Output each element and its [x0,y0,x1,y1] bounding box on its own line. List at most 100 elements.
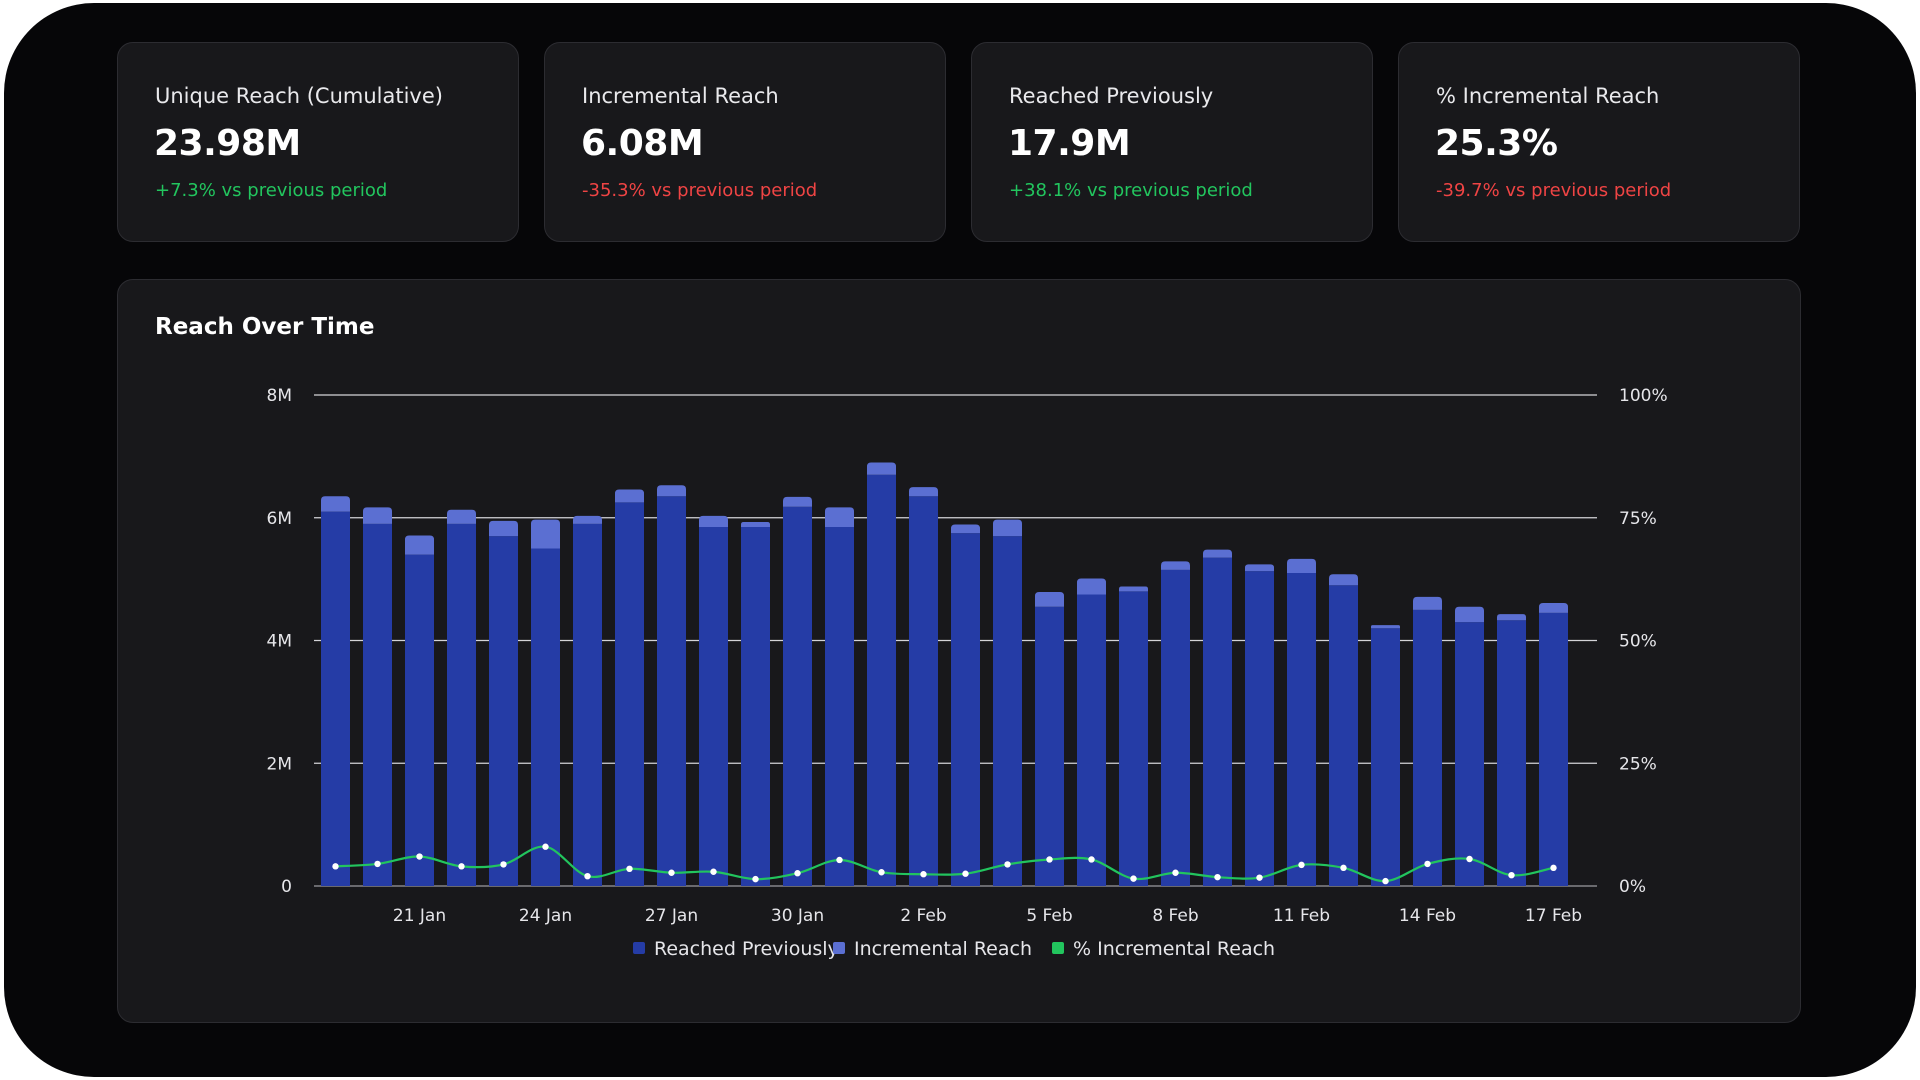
y-tick-right: 100% [1619,386,1668,406]
bar-reached-previously [657,496,686,886]
point-pct-incremental-reach [1214,873,1221,881]
bar-reached-previously [699,526,728,886]
bar-reached-previously [405,554,434,886]
point-pct-incremental-reach [794,870,801,877]
bar-incremental-reach [993,519,1022,537]
kpi-card-reached-previously: Reached Previously 17.9M +38.1% vs previ… [971,42,1373,242]
point-pct-incremental-reach [458,863,465,870]
x-tick: 27 Jan [645,906,698,926]
x-tick: 5 Feb [1026,906,1072,926]
bar-incremental-reach [783,496,812,507]
y-tick-right: 0% [1619,877,1646,897]
bar-incremental-reach [489,520,518,537]
point-pct-incremental-reach [542,843,549,850]
bar-incremental-reach [447,509,476,524]
bar-incremental-reach [531,519,560,549]
bar-reached-previously [1203,557,1232,886]
y-tick-left: 8M [267,386,292,406]
x-tick: 14 Feb [1399,906,1456,926]
kpi-label: Reached Previously [1009,84,1214,108]
legend-label: % Incremental Reach [1073,938,1275,960]
kpi-change: -35.3% vs previous period [582,180,818,201]
bar-reached-previously [1497,620,1526,886]
bar-reached-previously [1245,571,1274,886]
point-pct-incremental-reach [668,869,675,876]
bar-incremental-reach [1203,549,1232,558]
point-pct-incremental-reach [1088,856,1095,863]
point-pct-incremental-reach [1298,861,1305,869]
y-tick-left: 6M [267,509,292,529]
bar-incremental-reach [1413,596,1442,610]
bar-reached-previously [825,526,854,886]
bar-incremental-reach [1371,625,1400,629]
bar-reached-previously [531,548,560,886]
bar-reached-previously [1077,594,1106,886]
kpi-label: Unique Reach (Cumulative) [155,84,443,108]
bar-reached-previously [993,536,1022,886]
y-tick-right: 75% [1619,509,1657,529]
point-pct-incremental-reach [920,871,927,878]
y-tick-left: 2M [267,754,292,774]
point-pct-incremental-reach [752,875,759,883]
point-pct-incremental-reach [374,860,381,868]
kpi-card-incremental-reach: Incremental Reach 6.08M -35.3% vs previo… [544,42,946,242]
point-pct-incremental-reach [1340,864,1347,872]
point-pct-incremental-reach [710,868,717,875]
bar-reached-previously [321,511,350,886]
bar-incremental-reach [405,535,434,555]
bar-reached-previously [1329,585,1358,886]
bar-reached-previously [1287,572,1316,886]
point-pct-incremental-reach [878,869,885,876]
bar-reached-previously [1119,591,1148,886]
x-tick: 17 Feb [1525,906,1582,926]
x-tick: 8 Feb [1152,906,1198,926]
bar-incremental-reach [1035,592,1064,607]
bar-incremental-reach [699,515,728,527]
y-tick-right: 25% [1619,754,1657,774]
bar-reached-previously [783,506,812,886]
point-pct-incremental-reach [626,865,633,873]
y-tick-left: 0 [281,877,292,897]
bar-reached-previously [1455,622,1484,886]
bar-incremental-reach [951,524,980,534]
point-pct-incremental-reach [500,861,507,868]
kpi-card-unique-reach: Unique Reach (Cumulative) 23.98M +7.3% v… [117,42,519,242]
bar-reached-previously [1161,569,1190,886]
chart-title: Reach Over Time [155,314,375,340]
bar-incremental-reach [615,489,644,503]
bar-incremental-reach [1497,614,1526,621]
dashboard-frame: Unique Reach (Cumulative) 23.98M +7.3% v… [4,3,1916,1077]
x-tick: 21 Jan [393,906,446,926]
bar-reached-previously [909,496,938,886]
kpi-value: 25.3% [1435,123,1558,164]
bar-incremental-reach [363,507,392,524]
reach-over-time-card: Reach Over Time 0 0% 2M 25% 4M 50% 6M 75% 8M 100%… [117,279,1801,1023]
bar-incremental-reach [1455,606,1484,623]
point-pct-incremental-reach [1550,864,1557,872]
point-pct-incremental-reach [836,856,843,864]
bar-reached-previously [573,523,602,886]
x-tick: 2 Feb [900,906,946,926]
bar-reached-previously [1413,609,1442,886]
point-pct-incremental-reach [1424,860,1431,868]
bar-incremental-reach [1539,603,1568,613]
x-tick: 11 Feb [1273,906,1330,926]
point-pct-incremental-reach [1466,855,1473,863]
reach-over-time-chart: 0 0% 2M 25% 4M 50% 6M 75% 8M 100% 21 Jan 24 Jan 27 J… [267,386,1668,960]
point-pct-incremental-reach [1172,869,1179,876]
bar-incremental-reach [1287,558,1316,573]
bar-incremental-reach [909,487,938,497]
bar-reached-previously [447,523,476,886]
bar-incremental-reach [867,462,896,475]
y-tick-left: 4M [267,632,292,652]
legend-swatch [1052,942,1064,954]
kpi-card-pct-incremental-reach: % Incremental Reach 25.3% -39.7% vs prev… [1398,42,1800,242]
x-tick: 30 Jan [771,906,824,926]
kpi-value: 6.08M [581,123,704,164]
kpi-label: % Incremental Reach [1436,84,1660,108]
bar-reached-previously [1035,606,1064,886]
point-pct-incremental-reach [1508,871,1515,879]
x-tick: 24 Jan [519,906,572,926]
bar-incremental-reach [573,515,602,524]
bar-incremental-reach [1245,564,1274,572]
